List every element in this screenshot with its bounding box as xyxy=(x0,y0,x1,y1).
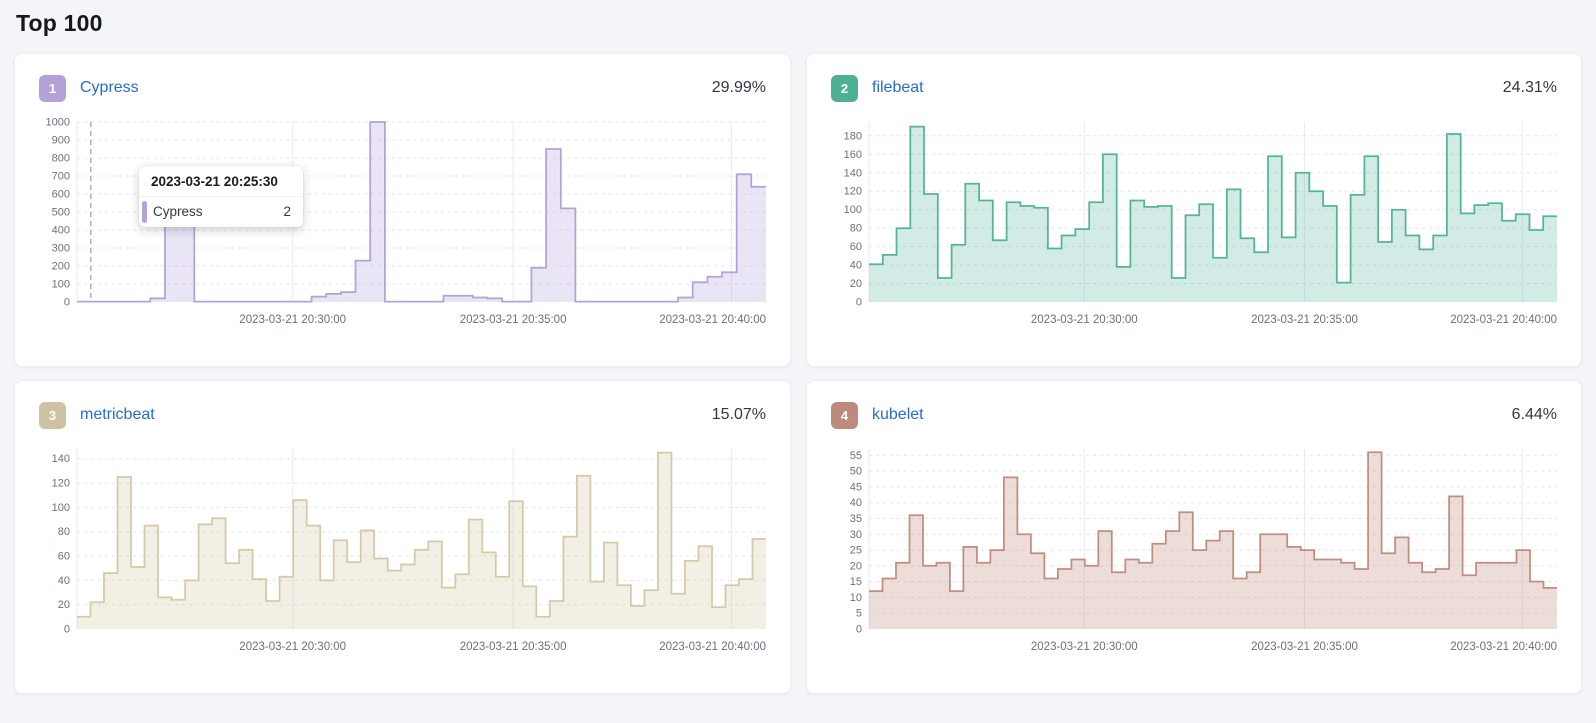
y-tick-label: 0 xyxy=(64,297,70,309)
y-tick-label: 80 xyxy=(58,526,70,538)
y-tick-label: 25 xyxy=(850,545,862,557)
series-line xyxy=(77,121,766,303)
rank-badge: 1 xyxy=(39,74,66,102)
chart-svg: 0 20 40 60 80 100 120 140 2023-03-21 20:30:00 202… xyxy=(52,449,766,653)
y-tick-label: 300 xyxy=(52,243,70,255)
y-tick-label: 30 xyxy=(850,529,862,541)
series-area xyxy=(77,452,766,629)
y-tick-label: 40 xyxy=(850,260,862,272)
percent-value: 29.99% xyxy=(711,79,766,96)
y-tick-label: 45 xyxy=(850,481,862,493)
series-line xyxy=(77,451,766,618)
y-tick-label: 0 xyxy=(856,624,862,636)
y-tick-label: 100 xyxy=(844,204,862,216)
y-tick-label: 100 xyxy=(52,502,70,514)
y-tick-label: 1000 xyxy=(46,117,70,129)
y-tick-label: 400 xyxy=(52,225,70,237)
chart-svg: 0 20 40 60 80 100 120 140 160 180 2023-03-21 20:30… xyxy=(844,122,1557,326)
chart-svg: 0 5 10 15 20 25 30 35 40 45 50 55 2023-03-21 20:30:0… xyxy=(850,449,1557,653)
card-header: 3 metricbeat 15.07% xyxy=(39,401,766,429)
card-header: 2 filebeat 24.31% xyxy=(831,74,1557,102)
y-tick-label: 900 xyxy=(52,135,70,147)
y-tick-label: 120 xyxy=(844,186,862,198)
x-tick-label: 2023-03-21 20:35:00 xyxy=(1251,641,1358,653)
y-tick-label: 40 xyxy=(850,497,862,509)
cards-grid: 1 Cypress 29.99% 0 100 200 300 400 500 600 700 8… xyxy=(14,53,1582,694)
rank-badge: 4 xyxy=(831,401,858,429)
y-tick-label: 55 xyxy=(850,450,862,462)
y-tick-label: 20 xyxy=(850,278,862,290)
percent-value: 6.44% xyxy=(1511,406,1557,423)
y-tick-label: 15 xyxy=(850,576,862,588)
card-header: 4 kubelet 6.44% xyxy=(831,401,1557,429)
x-tick-label: 2023-03-21 20:30:00 xyxy=(1031,314,1138,326)
series-line xyxy=(869,451,1557,592)
tooltip-series-name: Cypress xyxy=(153,204,203,219)
x-tick-label: 2023-03-21 20:30:00 xyxy=(1031,641,1138,653)
y-tick-label: 160 xyxy=(844,149,862,161)
x-tick-label: 2023-03-21 20:35:00 xyxy=(460,314,567,326)
y-tick-label: 40 xyxy=(58,575,70,587)
chart-area-metricbeat[interactable]: 0 20 40 60 80 100 120 140 2023-03-21 20:30:00 202… xyxy=(39,443,766,661)
x-tick-label: 2023-03-21 20:40:00 xyxy=(659,314,766,326)
series-link-filebeat[interactable]: filebeat xyxy=(872,79,924,96)
tooltip-series-row: Cypress 2 xyxy=(139,197,303,227)
y-tick-label: 180 xyxy=(844,130,862,142)
chart-area-kubelet[interactable]: 0 5 10 15 20 25 30 35 40 45 50 55 2023-03-21 20:30:0… xyxy=(831,443,1557,661)
y-tick-label: 5 xyxy=(856,608,862,620)
y-tick-label: 60 xyxy=(850,241,862,253)
x-tick-label: 2023-03-21 20:30:00 xyxy=(239,314,346,326)
y-tick-label: 800 xyxy=(52,153,70,165)
x-tick-label: 2023-03-21 20:35:00 xyxy=(1251,314,1358,326)
y-tick-label: 0 xyxy=(856,297,862,309)
y-tick-label: 600 xyxy=(52,189,70,201)
y-tick-label: 500 xyxy=(52,207,70,219)
series-link-kubelet[interactable]: kubelet xyxy=(872,406,924,423)
y-tick-label: 140 xyxy=(844,167,862,179)
chart-area-filebeat[interactable]: 0 20 40 60 80 100 120 140 160 180 2023-03-21 20:30… xyxy=(831,116,1557,334)
y-tick-label: 80 xyxy=(850,223,862,235)
chart-tooltip: 2023-03-21 20:25:30 Cypress 2 xyxy=(139,166,303,227)
y-tick-label: 200 xyxy=(52,261,70,273)
y-tick-label: 50 xyxy=(850,466,862,478)
page-title: Top 100 xyxy=(16,10,103,36)
series-line xyxy=(869,125,1557,284)
tooltip-series-color-bar xyxy=(142,201,147,223)
y-tick-label: 700 xyxy=(52,171,70,183)
series-link-metricbeat[interactable]: metricbeat xyxy=(80,406,155,423)
x-tick-label: 2023-03-21 20:40:00 xyxy=(1450,314,1557,326)
y-tick-label: 60 xyxy=(58,551,70,563)
percent-value: 15.07% xyxy=(711,406,766,423)
card-header: 1 Cypress 29.99% xyxy=(39,74,766,102)
tooltip-series-value: 2 xyxy=(283,204,291,219)
rank-badge: 2 xyxy=(831,74,858,102)
chart-card-cypress: 1 Cypress 29.99% 0 100 200 300 400 500 600 700 8… xyxy=(14,53,791,367)
y-tick-label: 35 xyxy=(850,513,862,525)
y-tick-label: 10 xyxy=(850,592,862,604)
y-tick-label: 20 xyxy=(58,599,70,611)
x-tick-label: 2023-03-21 20:40:00 xyxy=(1450,641,1557,653)
y-tick-label: 140 xyxy=(52,453,70,465)
y-tick-label: 0 xyxy=(64,624,70,636)
tooltip-timestamp: 2023-03-21 20:25:30 xyxy=(139,166,303,197)
y-tick-label: 120 xyxy=(52,478,70,490)
chart-card-filebeat: 2 filebeat 24.31% 0 20 40 60 80 100 120 140 160 1… xyxy=(806,53,1582,367)
x-tick-label: 2023-03-21 20:30:00 xyxy=(239,641,346,653)
chart-card-metricbeat: 3 metricbeat 15.07% 0 20 40 60 80 100 120 140 20… xyxy=(14,380,791,694)
series-area xyxy=(77,122,766,302)
y-tick-label: 20 xyxy=(850,560,862,572)
chart-area-cypress[interactable]: 0 100 200 300 400 500 600 700 800 900 1000 2023-03-… xyxy=(39,116,766,334)
rank-badge: 3 xyxy=(39,401,66,429)
x-tick-label: 2023-03-21 20:35:00 xyxy=(460,641,567,653)
dashboard-page: Top 100 1 Cypress 29.99% 0 100 200 300 400 50… xyxy=(0,10,1596,694)
chart-card-kubelet: 4 kubelet 6.44% 0 5 10 15 20 25 30 35 40 45 50 55 20… xyxy=(806,380,1582,694)
percent-value: 24.31% xyxy=(1502,79,1557,96)
x-tick-label: 2023-03-21 20:40:00 xyxy=(659,641,766,653)
y-tick-label: 100 xyxy=(52,279,70,291)
series-link-cypress[interactable]: Cypress xyxy=(80,79,139,96)
